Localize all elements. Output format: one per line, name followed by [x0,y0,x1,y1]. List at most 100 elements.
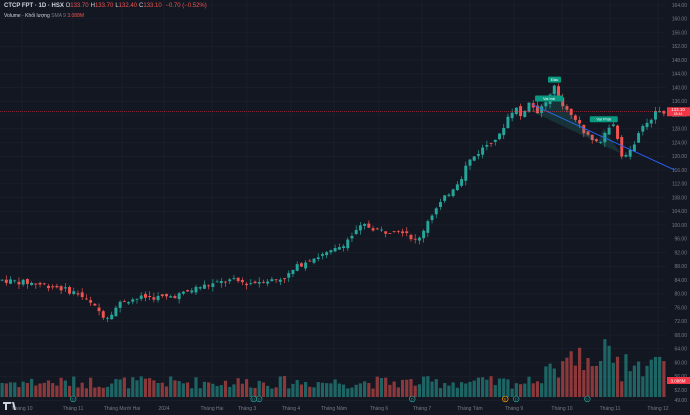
volume-bar [185,382,190,397]
event-marker-icon[interactable]: D [256,395,263,403]
price-tick-label: 164.00 [672,3,688,9]
volume-bar [59,377,63,397]
volume-bar [4,383,8,397]
candle-body [72,291,76,295]
candle-body [232,277,236,279]
event-marker-icon[interactable]: D [513,395,520,403]
volume-bar [341,384,346,397]
candle-body [392,231,396,232]
volume-bar [363,381,367,397]
volume-bar [603,339,607,397]
candle-body [455,184,459,191]
price-tick-label: 92.00 [674,250,687,256]
volume-bar [459,382,464,397]
volume-bar [51,383,55,397]
volume-bar [219,385,223,397]
time-axis[interactable]: Tháng 10 Tháng 11 Tháng Mười Hai 2024 Tháng … [11,406,668,412]
pattern-label: Vai Phải [596,117,611,122]
volume-bar [194,377,198,397]
time-tick-label: 2024 [158,406,169,412]
volume-bar [430,381,434,397]
candle-body [569,108,573,116]
volume-bar [236,378,240,397]
event-marker-icon[interactable]: E [502,395,509,403]
ohlc-key-h: H [90,3,95,9]
candle-body [186,290,190,292]
volume-bar [422,376,426,397]
volume-bar [13,382,17,397]
event-marker-label: E [504,398,507,402]
candle-body [114,307,118,317]
price-tick-label: 148.00 [672,58,688,64]
volume-bar [384,377,388,397]
symbol-title[interactable]: CTCP FPT · 1D · HSX [4,3,64,9]
volume-bar [645,365,649,397]
volume-bar [493,385,497,397]
candle-body [443,195,447,201]
candle-body [190,290,194,293]
candle-body [253,281,257,283]
volume-legend[interactable]: Volume · Khối lượng SMA 9 3.088M [4,13,84,19]
price-tick-label: 140.00 [672,85,688,91]
candle-body [506,116,510,129]
candle-body [552,85,556,94]
time-tick-label: Tháng Tám [457,406,482,412]
price-tick-label: 108.00 [672,195,688,201]
volume-bar [177,381,181,397]
volume-bar [540,383,544,397]
candle-body [93,303,97,306]
candle-body [84,298,88,300]
candle-body [228,279,232,282]
candle-body [202,284,206,289]
candle-body [641,126,645,132]
candle-body [122,301,126,303]
event-marker-icon[interactable]: D [70,395,77,403]
volume-bar [240,383,244,397]
volume-bar [611,362,615,397]
candle-body [375,228,379,230]
volume-bar [215,385,219,397]
ohlc-key-o: O [65,3,71,9]
volume-bar [628,371,632,397]
volume-bar [582,370,586,397]
candle-body [472,156,476,161]
price-tick-label: 100.00 [672,223,688,229]
volume-bar [413,385,417,397]
candle-body [417,237,421,241]
symbol-legend[interactable]: CTCP FPT · 1D · HSX O133.70 H133.70 L132.4… [4,3,207,9]
tradingview-logo-icon[interactable] [3,402,17,411]
event-marker-icon[interactable]: D [250,395,257,403]
candle-body [653,111,657,120]
candle-body [573,115,577,120]
price-tick-label: 72.00 [674,319,687,325]
event-marker-icon[interactable]: D [584,395,591,403]
volume-bar [308,386,312,397]
volume-bar [624,354,628,397]
pattern-label-bg [535,95,564,102]
candle-body [460,179,464,186]
volume-bar [590,366,594,397]
volume-bar [76,387,80,397]
volume-bar [502,378,506,397]
candle-body [447,194,451,196]
event-marker-label: D [252,398,255,402]
neckline-trendline [532,104,676,171]
volume-value: 3.088M [67,13,85,19]
candle-body [325,252,329,256]
time-tick-label: Tháng Năm [321,406,347,412]
candle-body [295,264,299,271]
volume-bar [105,386,110,397]
volume-bar [569,351,573,397]
volume-bar [320,382,325,397]
time-tick-label: Tháng 10 [551,406,572,412]
candle-body [68,287,72,294]
event-marker-icon[interactable]: D [409,395,416,403]
volume-bar [312,387,316,397]
time-tick-label: Tháng 9 [505,406,524,412]
price-axis[interactable]: 164.00 160.00 156.00 152.00 148.00 144.00 140.… [667,3,690,404]
volume-bar [333,379,337,397]
volume-bar [169,376,173,397]
volume-bar [392,381,396,397]
volume-bar [173,380,177,397]
